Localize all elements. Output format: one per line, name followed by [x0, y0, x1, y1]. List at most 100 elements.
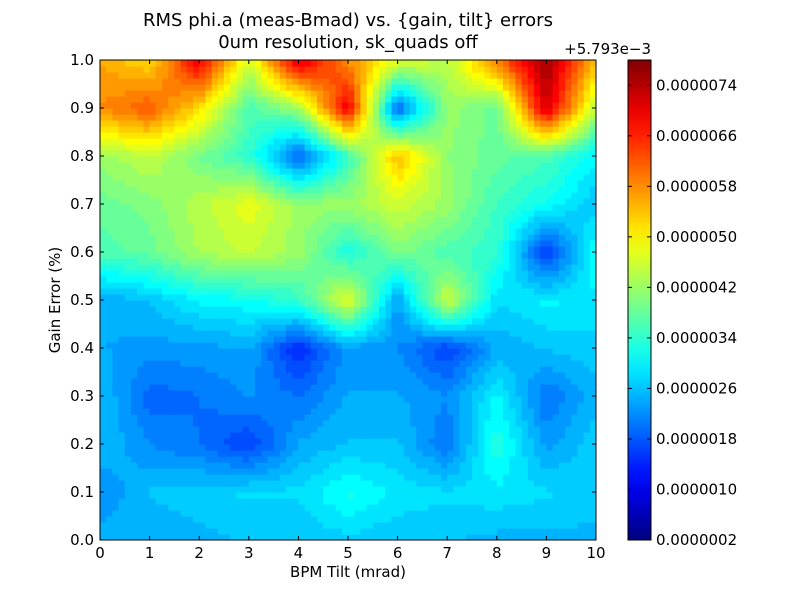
heat-cell [416, 450, 423, 457]
heat-cell [298, 372, 306, 379]
heat-cell [217, 450, 225, 457]
heat-cell [323, 180, 330, 187]
heat-cell [422, 366, 430, 373]
heat-cell [589, 336, 596, 343]
heat-cell [310, 270, 318, 277]
heat-cell [131, 306, 138, 313]
heat-cell [441, 498, 448, 505]
heat-cell [230, 300, 237, 307]
heat-cell [565, 282, 572, 289]
heat-cell [112, 192, 120, 199]
heat-cell [100, 216, 107, 223]
heatmap-surface [100, 60, 596, 540]
heat-cell [397, 288, 405, 295]
heat-cell [459, 318, 467, 325]
heat-cell [372, 462, 380, 469]
heat-cell [546, 456, 554, 463]
heat-cell [341, 516, 349, 523]
heat-cell [310, 246, 318, 253]
heat-cell [472, 456, 479, 463]
heat-cell [143, 522, 151, 529]
heat-cell [329, 258, 337, 265]
heat-cell [397, 282, 405, 289]
heat-cell [465, 366, 473, 373]
heat-cell [261, 528, 268, 535]
heat-cell [124, 486, 132, 493]
heat-cell [193, 210, 200, 217]
heat-cell [236, 174, 244, 181]
heat-cell [267, 492, 275, 499]
heat-cell [304, 306, 312, 313]
heat-cell [428, 288, 436, 295]
heat-cell [354, 174, 361, 181]
heat-cell [255, 192, 262, 199]
heat-cell [527, 408, 535, 415]
heat-cell [211, 288, 219, 295]
heat-cell [193, 462, 200, 469]
heat-cell [174, 264, 182, 271]
heat-cell [131, 378, 138, 385]
heat-cell [100, 390, 107, 397]
heat-cell [496, 396, 504, 403]
heat-cell [193, 498, 200, 505]
heat-cell [317, 420, 324, 427]
heat-cell [106, 474, 113, 481]
heat-cell [583, 300, 591, 307]
heat-cell [416, 504, 423, 511]
heat-cell [453, 282, 461, 289]
heat-cell [317, 426, 324, 433]
heat-cell [205, 222, 213, 229]
heat-cell [193, 282, 200, 289]
heat-cell [552, 348, 560, 355]
heat-cell [286, 516, 293, 523]
heat-cell [422, 240, 430, 247]
heat-cell [106, 366, 113, 373]
heat-cell [329, 318, 337, 325]
heat-cell [434, 252, 442, 259]
heat-cell [366, 204, 374, 211]
heat-cell [217, 288, 225, 295]
heat-cell [472, 486, 479, 493]
heat-cell [217, 264, 225, 271]
heat-cell [100, 432, 107, 439]
heat-cell [304, 180, 312, 187]
heat-cell [589, 480, 596, 487]
heat-cell [391, 396, 399, 403]
heat-cell [112, 270, 120, 277]
heat-cell [515, 426, 523, 433]
heat-cell [348, 432, 355, 439]
heat-cell [397, 264, 405, 271]
heat-cell [348, 288, 355, 295]
heat-cell [118, 330, 126, 337]
heat-cell [217, 396, 225, 403]
heat-cell [571, 492, 578, 499]
heat-cell [143, 390, 151, 397]
heat-cell [583, 372, 591, 379]
heat-cell [422, 360, 430, 367]
heat-cell [422, 288, 430, 295]
heat-cell [168, 324, 175, 331]
heat-cell [317, 198, 324, 205]
heat-cell [565, 402, 572, 409]
heat-cell [310, 222, 318, 229]
heat-cell [465, 288, 473, 295]
heat-cell [267, 420, 275, 427]
heat-cell [515, 462, 523, 469]
heat-cell [292, 438, 299, 445]
heat-cell [131, 168, 138, 175]
heat-cell [211, 438, 219, 445]
heat-cell [379, 426, 386, 433]
heat-cell [484, 312, 492, 319]
heat-cell [273, 534, 281, 540]
heat-cell [521, 528, 529, 535]
heat-cell [379, 306, 386, 313]
heat-cell [155, 168, 163, 175]
heat-cell [261, 192, 268, 199]
heat-cell [211, 246, 219, 253]
heat-cell [317, 204, 324, 211]
heat-cell [428, 192, 436, 199]
heat-cell [434, 522, 442, 529]
heat-cell [379, 330, 386, 337]
heat-cell [496, 426, 504, 433]
heat-cell [273, 432, 281, 439]
